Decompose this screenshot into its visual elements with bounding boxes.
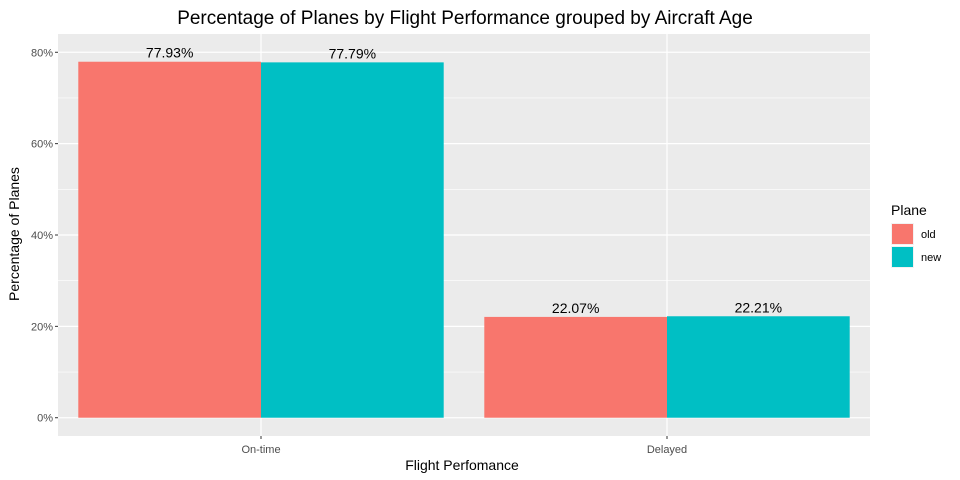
legend-key-new <box>892 247 913 267</box>
x-tick-label: On-time <box>241 444 280 456</box>
legend-label-new: new <box>921 252 941 264</box>
y-tick-label: 40% <box>31 230 53 242</box>
x-axis: On-time Delayed <box>241 436 687 456</box>
y-tick-label: 80% <box>31 47 53 59</box>
y-tick-label: 60% <box>31 139 53 151</box>
y-axis-title: Percentage of Planes <box>6 167 22 301</box>
x-tick-label: Delayed <box>647 444 687 456</box>
y-tick-label: 0% <box>37 413 53 425</box>
bar-old-delayed <box>484 316 667 418</box>
legend-title: Plane <box>891 202 927 218</box>
legend-label-old: old <box>921 229 936 241</box>
bar-new-on-time <box>261 62 444 418</box>
legend-key-old <box>892 224 913 244</box>
data-label: 22.07% <box>552 300 599 316</box>
bars <box>78 61 850 418</box>
x-axis-title: Flight Perfomance <box>405 457 519 473</box>
data-label: 77.93% <box>146 45 193 61</box>
y-tick-label: 20% <box>31 321 53 333</box>
bar-new-delayed <box>667 316 850 418</box>
y-axis: 0% 20% 40% 60% 80% <box>31 47 58 425</box>
bar-old-on-time <box>78 61 261 418</box>
legend: Plane old new <box>891 202 941 268</box>
data-labels: 77.93% 22.07% 77.79% 22.21% <box>146 45 782 316</box>
data-label: 22.21% <box>735 299 782 315</box>
chart-title: Percentage of Planes by Flight Performan… <box>177 8 753 29</box>
data-label: 77.79% <box>329 45 376 61</box>
